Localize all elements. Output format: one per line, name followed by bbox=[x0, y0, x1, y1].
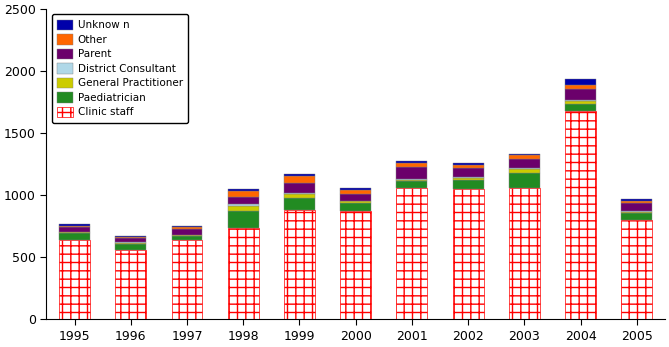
Bar bbox=[171, 240, 203, 320]
Bar bbox=[171, 229, 203, 235]
Bar bbox=[509, 159, 540, 168]
Bar bbox=[453, 177, 484, 178]
Bar bbox=[453, 178, 484, 180]
Bar bbox=[397, 161, 427, 163]
Bar bbox=[340, 194, 371, 201]
Bar bbox=[227, 189, 259, 191]
Bar bbox=[115, 243, 147, 244]
Bar bbox=[453, 189, 484, 320]
Bar bbox=[115, 250, 147, 320]
Bar bbox=[397, 188, 427, 320]
Bar bbox=[59, 240, 90, 320]
Bar bbox=[622, 203, 652, 211]
Bar bbox=[340, 191, 371, 194]
Legend: Unknow n, Other, Parent, District Consultant, General Practitioner, Paediatricia: Unknow n, Other, Parent, District Consul… bbox=[52, 14, 188, 122]
Bar bbox=[227, 228, 259, 320]
Bar bbox=[115, 242, 147, 243]
Bar bbox=[59, 227, 90, 231]
Bar bbox=[509, 169, 540, 173]
Bar bbox=[622, 220, 652, 320]
Bar bbox=[509, 188, 540, 320]
Bar bbox=[565, 78, 596, 85]
Bar bbox=[59, 226, 90, 227]
Bar bbox=[565, 85, 596, 89]
Bar bbox=[284, 210, 315, 320]
Bar bbox=[115, 244, 147, 250]
Bar bbox=[227, 206, 259, 211]
Bar bbox=[453, 180, 484, 189]
Bar bbox=[284, 174, 315, 177]
Bar bbox=[453, 168, 484, 177]
Bar bbox=[340, 188, 371, 191]
Bar bbox=[397, 181, 427, 188]
Bar bbox=[622, 212, 652, 213]
Bar bbox=[227, 197, 259, 204]
Bar bbox=[565, 101, 596, 104]
Bar bbox=[340, 211, 371, 320]
Bar bbox=[115, 238, 147, 242]
Bar bbox=[565, 100, 596, 101]
Bar bbox=[340, 201, 371, 203]
Bar bbox=[59, 233, 90, 240]
Bar bbox=[227, 211, 259, 228]
Bar bbox=[397, 167, 427, 179]
Bar bbox=[227, 191, 259, 197]
Bar bbox=[622, 211, 652, 212]
Bar bbox=[397, 163, 427, 167]
Bar bbox=[171, 235, 203, 236]
Bar bbox=[171, 226, 203, 227]
Bar bbox=[622, 199, 652, 201]
Bar bbox=[171, 236, 203, 240]
Bar bbox=[115, 237, 147, 238]
Bar bbox=[284, 198, 315, 210]
Bar bbox=[622, 213, 652, 220]
Bar bbox=[59, 225, 90, 226]
Bar bbox=[509, 173, 540, 188]
Bar bbox=[284, 193, 315, 194]
Bar bbox=[284, 177, 315, 183]
Bar bbox=[509, 168, 540, 169]
Bar bbox=[622, 201, 652, 203]
Bar bbox=[171, 227, 203, 229]
Bar bbox=[59, 232, 90, 233]
Bar bbox=[227, 204, 259, 206]
Bar bbox=[565, 89, 596, 100]
Bar bbox=[509, 155, 540, 159]
Bar bbox=[115, 236, 147, 237]
Bar bbox=[340, 203, 371, 211]
Bar bbox=[565, 111, 596, 320]
Bar bbox=[397, 179, 427, 181]
Bar bbox=[59, 231, 90, 232]
Bar bbox=[453, 163, 484, 164]
Bar bbox=[284, 194, 315, 198]
Bar bbox=[284, 183, 315, 193]
Bar bbox=[453, 164, 484, 168]
Bar bbox=[509, 154, 540, 155]
Bar bbox=[565, 104, 596, 111]
